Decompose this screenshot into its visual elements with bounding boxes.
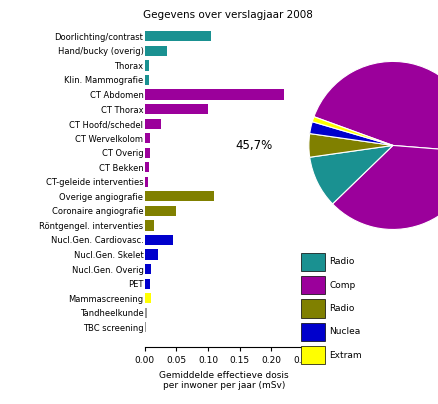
X-axis label: Gemiddelde effectieve dosis
per inwoner per jaar (mSv): Gemiddelde effectieve dosis per inwoner …: [159, 371, 288, 390]
Bar: [145, 177, 148, 187]
Wedge shape: [308, 134, 392, 157]
Text: Nuclea: Nuclea: [328, 327, 360, 337]
Bar: [145, 264, 151, 274]
Text: 45,7%: 45,7%: [235, 139, 272, 152]
Wedge shape: [309, 145, 392, 204]
Bar: [145, 104, 208, 114]
Wedge shape: [313, 61, 438, 152]
Bar: [145, 206, 176, 216]
Bar: [145, 322, 146, 332]
Bar: [145, 60, 149, 71]
Text: Radio: Radio: [328, 257, 354, 266]
Bar: [145, 220, 154, 231]
Bar: [145, 31, 211, 41]
Text: Radio: Radio: [328, 304, 354, 313]
Wedge shape: [309, 122, 392, 145]
Bar: [145, 75, 149, 85]
Bar: [145, 249, 157, 260]
Bar: [145, 278, 150, 289]
Bar: [145, 133, 150, 143]
Wedge shape: [311, 117, 392, 145]
Text: Comp: Comp: [328, 280, 355, 290]
Text: Extram: Extram: [328, 351, 361, 360]
Bar: [145, 118, 160, 129]
Bar: [145, 293, 151, 303]
Wedge shape: [332, 145, 438, 229]
Bar: [145, 308, 146, 318]
Bar: [145, 147, 150, 158]
Bar: [145, 235, 173, 245]
Bar: [145, 89, 283, 100]
Bar: [145, 191, 214, 202]
Bar: [145, 162, 149, 173]
Text: Gegevens over verslagjaar 2008: Gegevens over verslagjaar 2008: [143, 10, 312, 20]
Bar: [145, 46, 166, 56]
